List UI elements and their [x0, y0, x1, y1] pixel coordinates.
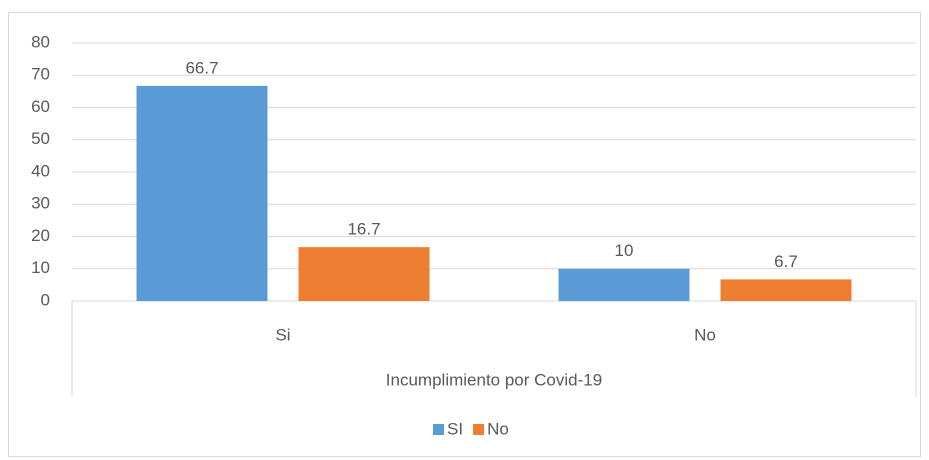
x-tick-label: No	[694, 325, 716, 344]
legend-swatch	[433, 424, 444, 435]
bar	[298, 247, 430, 301]
bar	[558, 268, 690, 301]
legend-swatch	[473, 424, 485, 435]
x-axis-title: Incumplimiento por Covid-19	[386, 370, 602, 389]
data-label: 10	[615, 241, 634, 260]
y-tick-label: 20	[31, 226, 50, 245]
y-tick-label: 60	[31, 97, 50, 116]
legend-label: SI	[447, 419, 463, 438]
y-tick-label: 10	[31, 258, 50, 277]
y-tick-label: 40	[31, 161, 50, 180]
data-label: 66.7	[185, 58, 218, 77]
legend-label: No	[487, 419, 509, 438]
data-label: 6.7	[774, 252, 798, 271]
y-tick-label: 80	[31, 32, 50, 51]
y-tick-label: 70	[31, 65, 50, 84]
y-tick-label: 0	[41, 290, 50, 309]
x-tick-label: Si	[275, 325, 290, 344]
y-tick-label: 30	[31, 194, 50, 213]
y-tick-label: 50	[31, 129, 50, 148]
bar	[720, 279, 852, 301]
data-label: 16.7	[347, 220, 380, 239]
bar	[136, 85, 268, 301]
